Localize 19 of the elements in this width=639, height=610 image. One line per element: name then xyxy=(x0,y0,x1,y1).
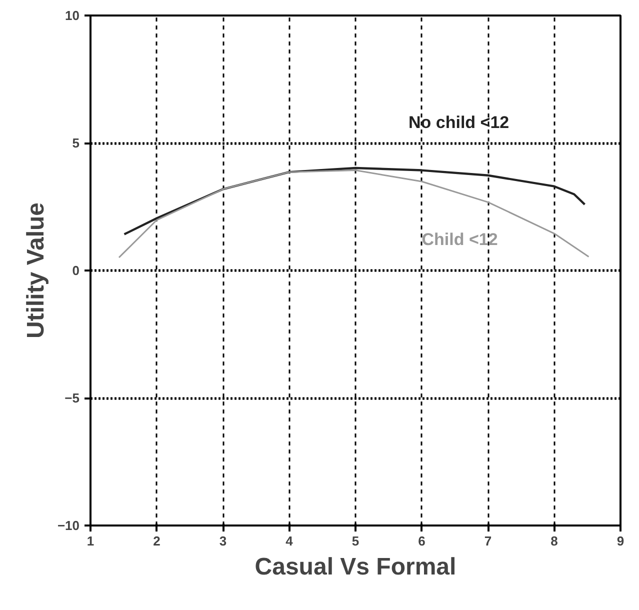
text: No child <12 xyxy=(408,113,510,132)
x-tick-label: 7 xyxy=(484,534,492,548)
line-series xyxy=(118,170,590,258)
x-tick-label: 3 xyxy=(219,534,227,548)
series-label: Child <12 xyxy=(422,230,498,250)
y-tick-label: 5 xyxy=(72,136,80,150)
y-tick-label: −5 xyxy=(64,390,80,406)
x-tick-label: 9 xyxy=(616,534,624,548)
y-tick-label: 0 xyxy=(72,263,80,278)
y-tick-label: −10 xyxy=(57,518,80,533)
y-tick-label: 10 xyxy=(65,8,80,23)
x-axis-title: Casual Vs Formal xyxy=(254,554,456,580)
x-tick-label: 2 xyxy=(153,534,160,548)
x-tick-label: 8 xyxy=(550,534,558,548)
x-tick-label: 6 xyxy=(418,534,426,548)
y-axis-title: Utility Value xyxy=(22,202,50,339)
x-tick-label: 4 xyxy=(286,534,294,548)
x-tick-label: 5 xyxy=(352,534,360,548)
x-tick-label: 1 xyxy=(86,534,94,548)
